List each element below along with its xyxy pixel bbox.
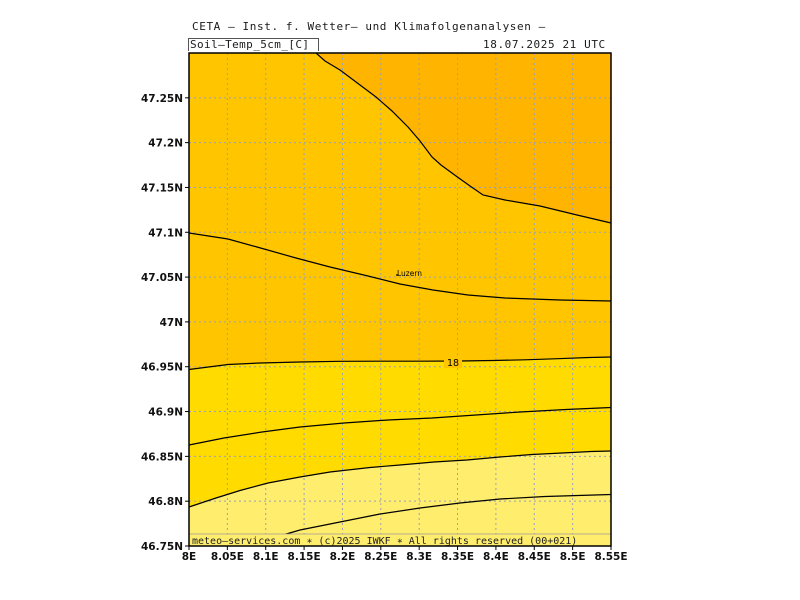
y-tick-label: 46.9N (148, 407, 183, 419)
y-tick-label: 47.2N (148, 138, 183, 150)
city-label-luzern: Luzern (397, 269, 422, 278)
x-tick-label: 8.45E (518, 551, 551, 563)
x-tick-label: 8.2E (330, 551, 356, 563)
parameter-box (188, 38, 319, 51)
y-tick-label: 47N (160, 317, 183, 329)
parameter-label: Soil–Temp_5cm_[C] (190, 38, 310, 51)
luzern-marker (396, 274, 398, 276)
x-tick-label: 8E (182, 551, 196, 563)
y-tick-label: 47.15N (141, 182, 183, 194)
band-warmest (316, 53, 611, 223)
y-tick-label: 46.95N (141, 362, 183, 374)
band-mid (189, 357, 611, 507)
y-tick-label: 47.25N (141, 93, 183, 105)
isotherm-lower-mid (188, 406, 612, 446)
footer-background (189, 534, 611, 546)
x-tick-label: 8.25E (364, 551, 397, 563)
x-axis-ticks: 8E 8.05E 8.1E 8.15E 8.2E 8.25E 8.3E 8.35E 8.4E 8.… (182, 546, 628, 563)
y-axis-ticks: 46.75N 46.8N 46.85N 46.9N 46.95N 47N 47.05N 47.… (141, 93, 189, 553)
contour-label-18: 18 (447, 358, 459, 369)
x-tick-label: 8.4E (483, 551, 509, 563)
x-tick-label: 8.55E (594, 551, 627, 563)
x-tick-label: 8.35E (441, 551, 474, 563)
chart-title: CETA – Inst. f. Wetter– und Klimafolgena… (192, 20, 546, 33)
isotherm-upper (188, 232, 612, 302)
isotherm-warmest (315, 52, 612, 224)
isotherm-lowest (249, 493, 612, 547)
y-tick-label: 47.05N (141, 272, 183, 284)
map-frame (188, 52, 612, 547)
isotherm-lower (188, 450, 612, 508)
x-tick-label: 8.1E (253, 551, 279, 563)
x-tick-label: 8.15E (288, 551, 321, 563)
x-tick-label: 8.5E (560, 551, 586, 563)
contour-label-background (444, 355, 462, 368)
y-tick-label: 46.75N (141, 541, 183, 553)
x-tick-label: 8.3E (406, 551, 432, 563)
band-cool (189, 451, 611, 546)
y-tick-label: 46.8N (148, 496, 183, 508)
valid-time: 18.07.2025 21 UTC (483, 38, 606, 51)
y-tick-label: 46.85N (141, 451, 183, 463)
isotherms (188, 52, 612, 547)
y-tick-label: 47.1N (148, 227, 183, 239)
temperature-bands (189, 53, 611, 546)
x-tick-label: 8.05E (211, 551, 244, 563)
isotherm-18 (188, 356, 612, 371)
copyright-footer: meteo–services.com ∗ (c)2025 IWKF ∗ All … (192, 536, 577, 547)
